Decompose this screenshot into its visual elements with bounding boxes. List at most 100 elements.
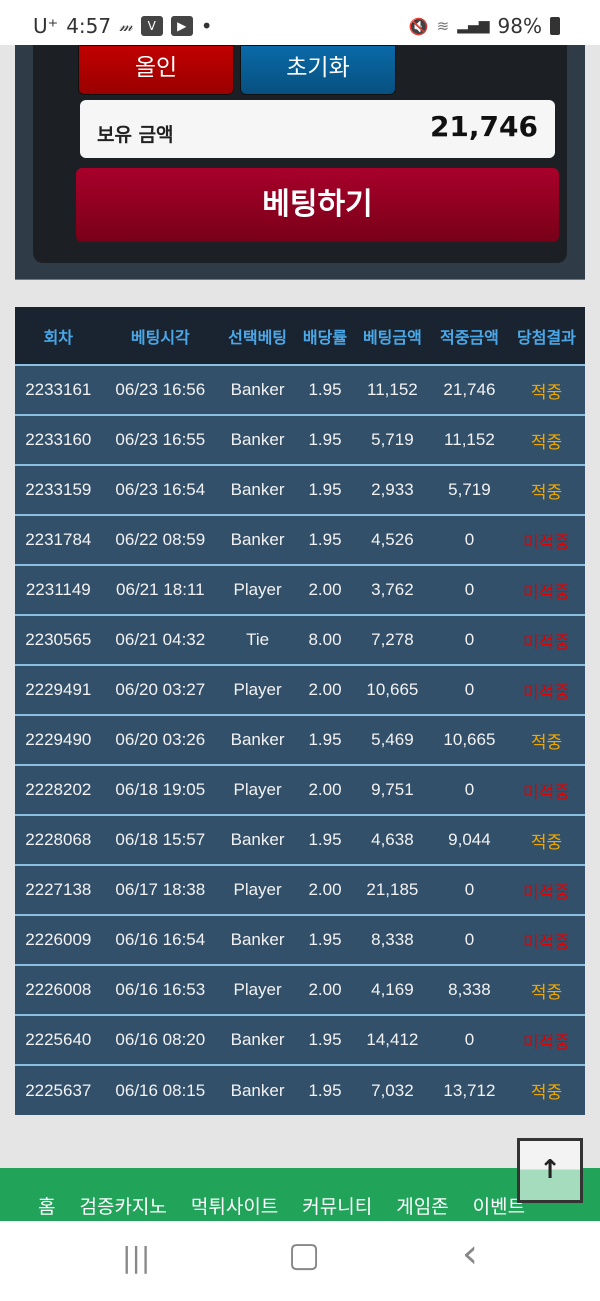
cell-odds: 1.95 [296,914,354,965]
cell-win-amount: 5,719 [430,464,508,515]
cell-round: 2233160 [15,414,102,465]
cell-bet-time: 06/21 18:11 [101,564,220,615]
cell-bet-amount: 3,762 [353,564,431,615]
dot-icon: • [200,14,213,38]
cell-odds: 8.00 [296,614,354,665]
cell-result: 미적중 [507,864,585,915]
m-icon: 𝓂 [119,16,133,35]
cell-win-amount: 0 [430,514,508,565]
cell-bet-choice: Banker [219,364,297,415]
cell-bet-time: 06/16 08:20 [101,1014,220,1065]
carrier: U⁺ [33,14,59,38]
cell-win-amount: 9,044 [430,814,508,865]
footer-nav-item[interactable]: 이벤트 [472,1196,526,1218]
cell-odds: 1.95 [296,364,354,415]
cell-odds: 1.95 [296,464,354,515]
cell-round: 2225640 [15,1014,102,1065]
cell-bet-amount: 2,933 [353,464,431,515]
balance-value: 21,746 [429,110,538,143]
cell-odds: 2.00 [296,864,354,915]
table-row: 2228068 06/18 15:57 Banker 1.95 4,638 9,044 적중 [15,814,585,865]
cell-win-amount: 0 [430,564,508,615]
table-row: 2225637 06/16 08:15 Banker 1.95 7,032 13,712 적… [15,1064,585,1115]
balance-label: 보유 금액 [97,124,174,146]
status-bar: U⁺ 4:57 𝓂 V ▶ • 🔇 ≋ ▂▄▆ 98% [0,0,600,45]
cell-round: 2228068 [15,814,102,865]
reset-button[interactable]: 초기화 [240,45,396,95]
signal-icon: ▂▄▆ [457,18,490,34]
cell-bet-choice: Banker [219,1064,297,1115]
cell-round: 2225637 [15,1064,102,1115]
recents-button[interactable]: ||| [122,1241,151,1274]
cell-result: 적중 [507,714,585,765]
table-row: 2229490 06/20 03:26 Banker 1.95 5,469 10,665 적… [15,714,585,765]
header-odds: 배당률 [296,307,354,365]
wifi-icon: ≋ [436,17,450,35]
cell-bet-time: 06/21 04:32 [101,614,220,665]
footer-nav-item[interactable]: 게임존 [396,1196,449,1218]
table-header: 회차 베팅시각 선택베팅 배당률 베팅금액 적중금액 당첨결과 [15,307,585,365]
cell-round: 2226009 [15,914,102,965]
bet-panel: 올인 초기화 보유 금액 21,746 베팅하기 [15,45,585,280]
cell-win-amount: 11,152 [430,414,508,465]
bet-panel-inner: 올인 초기화 보유 금액 21,746 베팅하기 [33,45,567,263]
cell-bet-time: 06/22 08:59 [101,514,220,565]
cell-bet-time: 06/18 19:05 [101,764,220,815]
cell-bet-choice: Banker [219,1014,297,1065]
cell-round: 2228202 [15,764,102,815]
table-row: 2226009 06/16 16:54 Banker 1.95 8,338 0 미적중 [15,914,585,965]
cell-result: 적중 [507,414,585,465]
cell-odds: 1.95 [296,1014,354,1065]
cell-bet-time: 06/23 16:54 [101,464,220,515]
arrow-up-icon: ↑ [539,1155,561,1185]
cell-bet-amount: 14,412 [353,1014,431,1065]
cell-result: 적중 [507,814,585,865]
cell-win-amount: 0 [430,914,508,965]
cell-win-amount: 13,712 [430,1064,508,1115]
table-row: 2233161 06/23 16:56 Banker 1.95 11,152 21,746… [15,364,585,415]
place-bet-button[interactable]: 베팅하기 [76,168,559,242]
cell-bet-choice: Banker [219,914,297,965]
footer-nav-item[interactable]: 먹튀사이트 [190,1196,279,1218]
cell-round: 2229491 [15,664,102,715]
cell-win-amount: 0 [430,664,508,715]
cell-bet-time: 06/23 16:55 [101,414,220,465]
header-bet-time: 베팅시각 [101,307,220,365]
cell-bet-choice: Player [219,664,297,715]
home-button[interactable]: ▢ [288,1235,321,1275]
footer-nav-item[interactable]: 커뮤니티 [302,1196,373,1218]
cell-bet-choice: Banker [219,414,297,465]
header-round: 회차 [15,307,102,365]
cell-result: 미적중 [507,614,585,665]
table-row: 2228202 06/18 19:05 Player 2.00 9,751 0 미적중 [15,764,585,815]
cell-win-amount: 0 [430,1014,508,1065]
cell-odds: 1.95 [296,414,354,465]
clock: 4:57 [66,14,112,38]
footer-nav-item[interactable]: 검증카지노 [79,1196,167,1218]
cell-round: 2230565 [15,614,102,665]
header-bet-choice: 선택베팅 [219,307,297,365]
scroll-top-button[interactable]: ↑ [517,1138,583,1203]
back-button[interactable]: ‹ [462,1231,478,1277]
cell-result: 적중 [507,1064,585,1115]
cell-result: 미적중 [507,564,585,615]
allin-button[interactable]: 올인 [78,45,234,95]
vs-app-icon: V [140,16,163,36]
header-win-amount: 적중금액 [430,307,508,365]
cell-result: 미적중 [507,514,585,565]
balance-box: 보유 금액 21,746 [80,100,555,158]
cell-win-amount: 0 [430,864,508,915]
cell-bet-amount: 4,526 [353,514,431,565]
cell-win-amount: 21,746 [430,364,508,415]
system-nav-bar: ||| ▢ ‹ [0,1221,600,1301]
cell-win-amount: 0 [430,614,508,665]
table-row: 2226008 06/16 16:53 Player 2.00 4,169 8,338 적중 [15,964,585,1015]
cell-bet-amount: 7,032 [353,1064,431,1115]
cell-bet-time: 06/20 03:26 [101,714,220,765]
footer-nav: 홈 검증카지노 먹튀사이트 커뮤니티 게임존 이벤트 [0,1168,600,1221]
footer-nav-item[interactable]: 홈 [38,1196,56,1218]
cell-bet-amount: 5,719 [353,414,431,465]
cell-bet-choice: Banker [219,714,297,765]
header-bet-amount: 베팅금액 [353,307,431,365]
cell-win-amount: 0 [430,764,508,815]
